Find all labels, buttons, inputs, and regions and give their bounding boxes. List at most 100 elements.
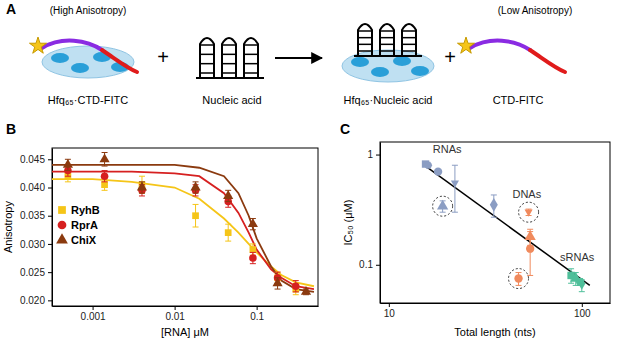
tick-label: 0.040 [20, 182, 45, 193]
base-pair [200, 54, 214, 56]
tick-label: 0.030 [20, 239, 45, 250]
tick-mark [389, 303, 390, 307]
error-bar-part [250, 243, 256, 244]
tick-mark [48, 300, 52, 301]
tick: 100 [574, 303, 591, 319]
error-bar-part [225, 201, 231, 202]
fit-line [423, 164, 590, 285]
data-point [424, 162, 432, 169]
error-bar-part [440, 212, 446, 213]
tick-mark [376, 155, 380, 156]
error-bar-part [250, 229, 256, 230]
data-point [192, 212, 199, 219]
tick: 10 [384, 303, 396, 319]
error-bar [452, 165, 458, 212]
error-bar-part [250, 252, 256, 253]
legend-item: ChiX [56, 233, 97, 246]
base-pair [402, 37, 416, 39]
base-pair [244, 72, 258, 74]
tick-mark [93, 306, 94, 310]
tick-label: 0.001 [81, 311, 106, 322]
data-point [99, 153, 109, 162]
tick-mark [48, 188, 52, 189]
annotation: (High Anisotropy) [50, 5, 127, 16]
error-bar-part [102, 166, 108, 167]
error-bar-part [65, 181, 71, 182]
error-bar-part [491, 194, 497, 195]
peptide-strand [42, 41, 102, 50]
data-point [525, 210, 533, 217]
tick: 0.001 [81, 306, 106, 322]
hairpin [200, 38, 214, 78]
protein-subunit [51, 53, 69, 63]
data-point [301, 286, 311, 295]
data-point [225, 229, 232, 236]
x-axis-title: Total length (nts) [454, 326, 535, 338]
error-bar-part [193, 227, 199, 228]
y-axis-title: IC₅₀ (μM) [342, 200, 354, 246]
annotation: Hfq₆₅·CTD-FITC [48, 94, 128, 106]
error-bar [527, 232, 533, 276]
highlight-ring [519, 202, 539, 222]
tick-label: 0.045 [20, 154, 45, 165]
error-bar-part [102, 170, 108, 171]
tick-mark [257, 306, 258, 310]
hairpin [402, 24, 416, 56]
base-pair [380, 30, 394, 32]
group-label: RNAs [433, 143, 462, 155]
error-bar-part [102, 181, 108, 182]
error-bar [491, 195, 497, 217]
error-bar-part [193, 193, 199, 194]
error-bar-part [516, 272, 522, 273]
data-point [248, 218, 258, 227]
annotation: (Low Anisotropy) [498, 5, 572, 16]
error-bar-part [139, 193, 145, 194]
data-point [490, 198, 498, 212]
error-bar-part [579, 291, 585, 292]
annotation: + [444, 46, 456, 68]
base-pair [380, 37, 394, 39]
nucleic-backbone [354, 55, 422, 57]
axis: 0.020 0.025 0.030 0.035 0.040 0.045 [20, 149, 53, 307]
tick-label: 0.020 [20, 295, 45, 306]
tick-label: 0.025 [20, 267, 45, 278]
tick: 0.035 [20, 210, 52, 221]
tick-mark [582, 303, 583, 307]
annotation: CTD-FITC [493, 94, 544, 106]
fitc-star [29, 37, 46, 53]
error-bar-part [275, 289, 281, 290]
tick: 0.040 [20, 182, 52, 193]
data-point [101, 172, 109, 180]
reaction-arrow [275, 57, 322, 59]
annotation: Hfq₆₅·Nucleic acid [344, 94, 433, 106]
base-pair [402, 30, 416, 32]
legend: RyhBRprAChiX [56, 204, 100, 246]
protein-subunit [351, 57, 369, 67]
error-bar-part [250, 263, 256, 264]
axis: 10 100 [381, 303, 611, 319]
tick: 0.025 [20, 267, 52, 278]
error-bar-part [193, 195, 199, 196]
protein-subunit [393, 56, 411, 66]
error-bar-part [275, 272, 281, 273]
error-bar-part [225, 207, 231, 208]
base-pair [244, 44, 258, 46]
error-bar-part [193, 204, 199, 205]
tick-label: 0.01 [165, 311, 185, 322]
error-bar-part [225, 224, 231, 225]
error-bar-part [225, 241, 231, 242]
highlight-ring [509, 269, 529, 289]
data-point [292, 282, 300, 290]
error-bar-part [139, 176, 145, 177]
protein-subunit [371, 67, 389, 77]
error-bar [102, 171, 108, 182]
axis: 0.11 [359, 143, 380, 304]
error-bar [250, 252, 256, 263]
error-bar-part [526, 209, 532, 210]
panel-label: C [340, 121, 350, 137]
tick: 0.1 [359, 259, 380, 270]
tick: 0.045 [20, 154, 52, 165]
hairpin [358, 24, 372, 56]
data-point [137, 182, 147, 191]
error-bar-part [568, 268, 574, 269]
